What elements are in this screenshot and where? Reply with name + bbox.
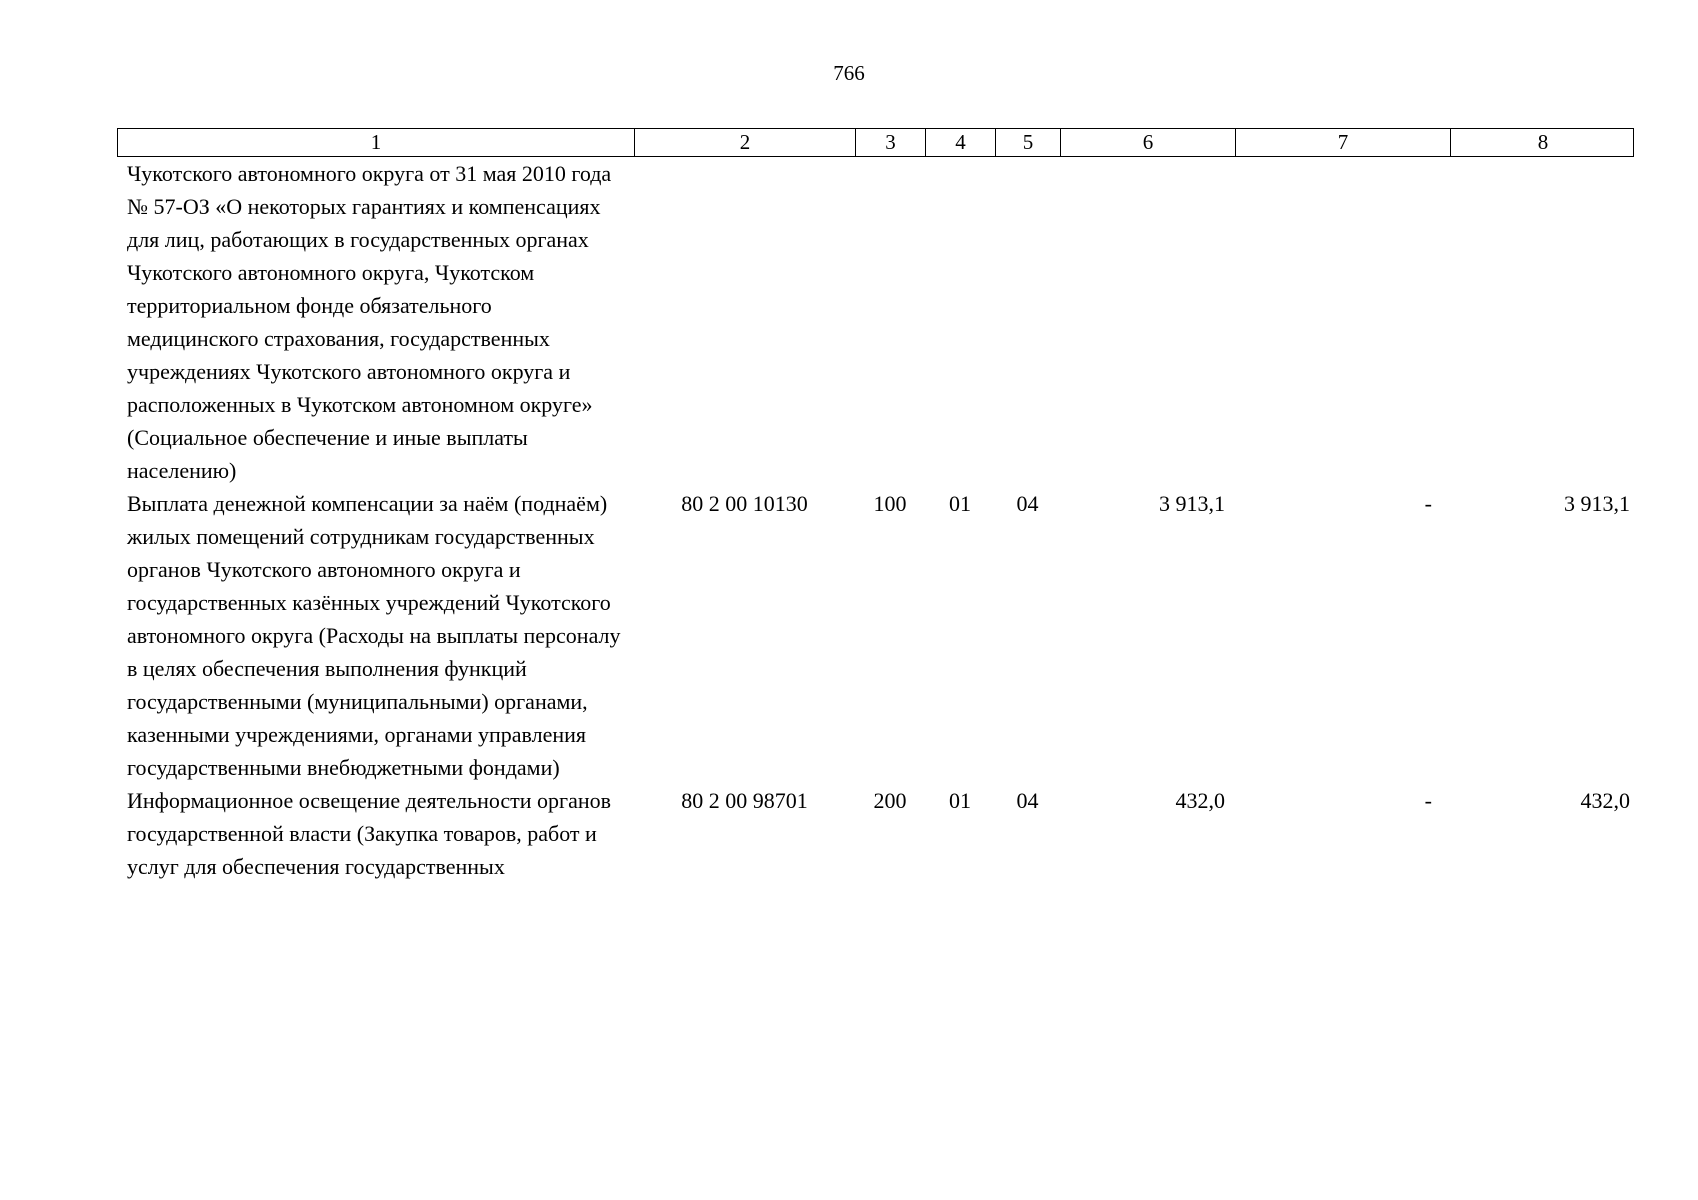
cell-expense-type: 200 [873, 788, 907, 813]
cell-section: 01 [949, 491, 971, 516]
budget-table: 1 2 3 4 5 6 7 8 Чукотского автономного о… [117, 128, 1634, 883]
cell-amount-col8: 3 913,1 [1564, 491, 1630, 516]
header-cell-col3: 3 [856, 129, 926, 156]
table-row: Информационное освещение деятельности ор… [117, 784, 1634, 883]
cell-amount-col8: 432,0 [1580, 788, 1631, 813]
cell-subsection: 04 [1016, 788, 1039, 813]
header-cell-col4: 4 [926, 129, 996, 156]
cell-amount-col6: 3 913,1 [1159, 491, 1225, 516]
header-cell-col6: 6 [1061, 129, 1236, 156]
header-cell-col8: 8 [1537, 130, 1549, 154]
table-header-row: 1 2 3 4 5 6 7 8 [117, 128, 1634, 157]
header-cell-col7: 7 [1236, 129, 1451, 156]
header-cell-col1: 1 [118, 129, 635, 156]
cell-description: Чукотского автономного округа от 31 мая … [127, 161, 612, 483]
cell-section: 01 [949, 788, 971, 813]
cell-amount-col6: 432,0 [1175, 788, 1226, 813]
header-cell-col2: 2 [635, 129, 856, 156]
cell-classification-code: 80 2 00 98701 [681, 788, 808, 813]
cell-expense-type: 100 [873, 491, 907, 516]
cell-description: Информационное освещение деятельности ор… [127, 788, 611, 879]
cell-amount-col7: - [1424, 491, 1432, 516]
header-cell-col5: 5 [996, 129, 1061, 156]
cell-classification-code: 80 2 00 10130 [681, 491, 808, 516]
cell-description: Выплата денежной компенсации за наём (по… [127, 491, 621, 780]
page-number: 766 [833, 61, 865, 85]
table-row: Чукотского автономного округа от 31 мая … [117, 157, 1634, 487]
cell-amount-col7: - [1424, 788, 1432, 813]
cell-subsection: 04 [1016, 491, 1039, 516]
table-row: Выплата денежной компенсации за наём (по… [117, 487, 1634, 784]
